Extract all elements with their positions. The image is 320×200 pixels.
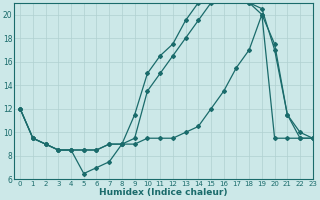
X-axis label: Humidex (Indice chaleur): Humidex (Indice chaleur) bbox=[99, 188, 228, 197]
